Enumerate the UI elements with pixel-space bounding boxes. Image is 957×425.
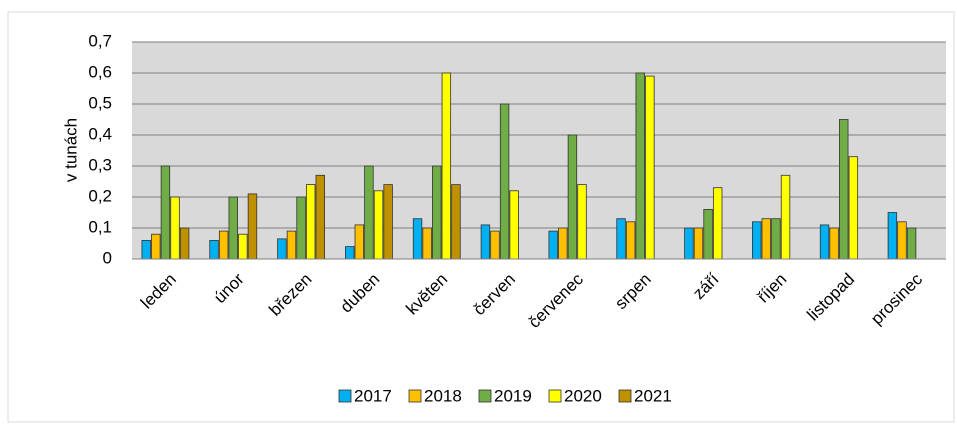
legend-swatch [618,389,632,403]
bar [906,227,917,260]
y-tick-label: 0,4 [88,124,112,143]
y-tick-label: 0,2 [88,186,112,205]
y-tick-label: 0,7 [88,31,112,50]
bar [839,119,849,260]
bar [829,227,839,260]
bar [160,165,171,260]
bar [277,238,287,260]
bar [296,196,306,260]
bar [412,218,423,260]
bar [848,156,859,260]
bar [616,218,626,260]
bar [209,239,219,260]
legend-swatch [408,389,422,403]
bar [480,224,491,260]
legend-swatch [338,389,352,403]
legend-label: 2018 [424,386,462,405]
bar [238,233,248,260]
bar [819,224,830,260]
bar [151,233,161,260]
bar [286,230,297,260]
plot-area [132,42,946,259]
bar [247,193,258,260]
bar [228,196,238,260]
y-tick-label: 0,5 [88,93,112,112]
bar [373,190,384,260]
bar [345,246,355,260]
bar [693,227,704,260]
bar [422,227,432,260]
y-axis-label: v tunách [61,118,80,182]
bar [441,72,452,260]
bar [635,72,645,260]
bar [218,230,229,260]
bar [645,75,655,260]
bar [432,165,442,260]
bar [558,227,568,260]
bar [354,224,365,260]
bar [170,196,180,260]
y-tick-label: 0,6 [88,62,112,81]
legend-label: 2020 [564,386,602,405]
y-tick-label: 0 [103,248,112,267]
bar [305,184,316,260]
bar [887,212,898,260]
bar [625,221,636,260]
y-tick-label: 0,3 [88,155,112,174]
bar [567,134,578,260]
bar [703,208,713,260]
legend-label: 2017 [354,386,392,405]
bar [315,174,325,260]
bar [499,103,510,260]
bar [364,165,374,260]
bar [752,221,762,260]
bar [141,239,151,260]
legend-label: 2021 [634,386,672,405]
bar [771,218,781,260]
bar [451,184,461,260]
bar [712,187,723,260]
legend-swatch [478,389,492,403]
bar [684,227,694,260]
bar [179,227,190,260]
bar [548,230,558,260]
bar [383,184,393,260]
bar [897,221,907,260]
bar [780,174,791,260]
y-tick-label: 0,1 [88,217,112,236]
bar [761,218,772,260]
legend-swatch [548,389,562,403]
bar [577,184,587,260]
bar [509,190,519,260]
legend-label: 2019 [494,386,532,405]
bar [490,230,500,260]
